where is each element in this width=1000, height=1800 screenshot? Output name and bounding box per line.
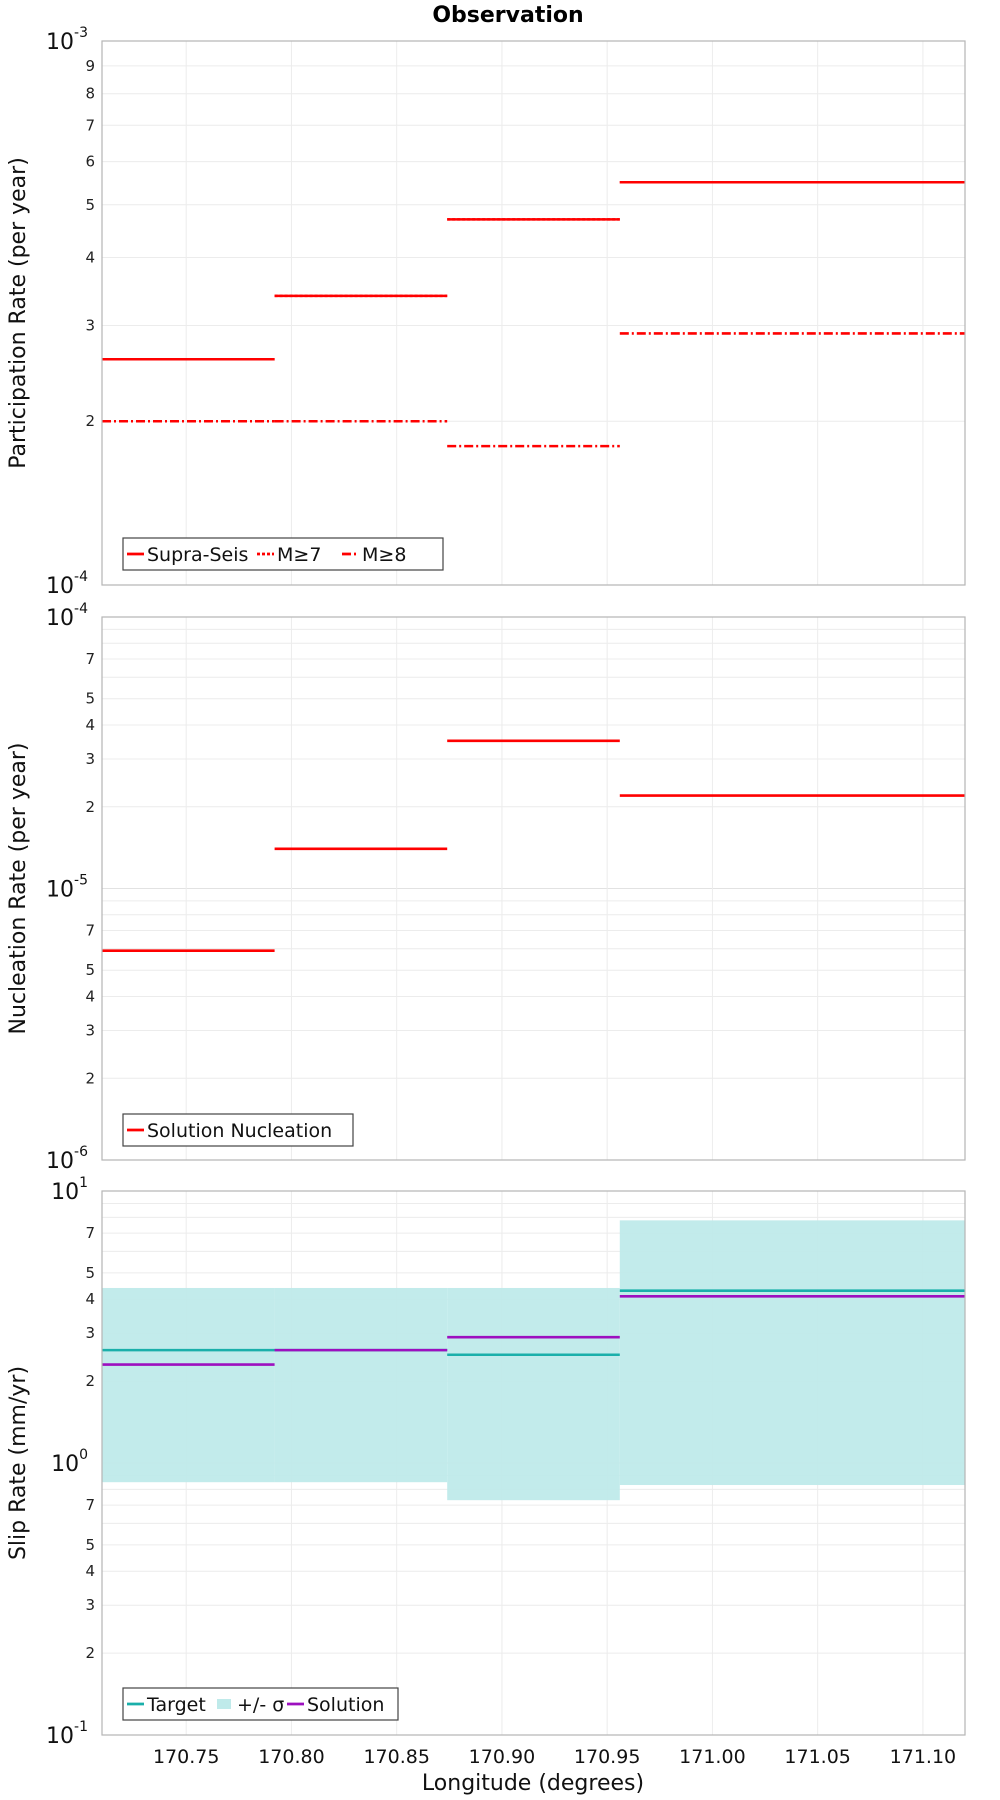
y-tick-label: 2 (85, 1644, 95, 1662)
x-tick-label: 171.05 (784, 1746, 850, 1768)
y-tick-label: 7 (85, 1224, 95, 1242)
legend-label: M≥7 (277, 544, 321, 566)
y-axis-title: Nucleation Rate (per year) (6, 743, 31, 1035)
panel-2: 2 3 4 5 7 2 3 4 5 7 10-6 10-5 10-4 Nucleation Rate (p… (6, 601, 966, 1174)
y-tick-label: 4 (85, 248, 95, 266)
y-tick-label: 7 (85, 116, 95, 134)
y-decade-label: 10-4 (46, 601, 88, 631)
x-tick-label: 170.80 (258, 1746, 324, 1768)
series-line-m-8 (102, 332, 965, 448)
x-axis-title: Longitude (degrees) (422, 1771, 644, 1796)
y-tick-label: 2 (85, 798, 95, 816)
series-- (102, 1220, 965, 1501)
y-decade-label: 100 (51, 1447, 88, 1477)
plot-frame (101, 616, 966, 1161)
y-decade-label: 101 (51, 1175, 88, 1205)
panel-3: 2 3 4 5 7 2 3 4 5 7 10-1 100 101 Slip Rate (mm/yr) Tar… (6, 1175, 966, 1749)
legend: Supra-Seis M≥7 M≥8 (122, 537, 444, 571)
legend-label: Supra-Seis (147, 544, 248, 566)
y-tick-label: 6 (85, 153, 95, 171)
y-tick-label: 5 (85, 196, 95, 214)
legend: Solution Nucleation (122, 1113, 354, 1147)
y-tick-label: 7 (85, 922, 95, 940)
x-tick-label: 170.85 (363, 1746, 429, 1768)
panel-1: 2 3 4 5 6 7 8 9 10-4 10-3 Participation Rate (per … (6, 25, 966, 599)
band-segment (102, 1287, 275, 1483)
y-tick-label: 5 (85, 1536, 95, 1554)
y-tick-label: 3 (85, 1021, 95, 1039)
plot-area (102, 41, 965, 585)
legend: Target +/- σ Solution (122, 1687, 399, 1721)
legend-box (122, 1113, 354, 1147)
x-tick-label: 170.75 (153, 1746, 219, 1768)
y-decade-label: 10-3 (46, 25, 88, 55)
y-tick-label: 8 (85, 85, 95, 103)
y-tick-label: 4 (85, 1562, 95, 1580)
series-line-m-7 (102, 180, 965, 361)
band-segment (619, 1220, 965, 1486)
y-tick-label: 9 (85, 57, 95, 75)
grid (102, 616, 965, 1161)
band-segment (274, 1287, 448, 1483)
y-decade-label: 10-6 (46, 1144, 88, 1174)
legend-label: Target (146, 1694, 206, 1716)
legend-swatch (217, 1699, 231, 1709)
x-tick-label: 170.95 (574, 1746, 640, 1768)
band-segment (447, 1287, 620, 1501)
y-tick-label: 2 (85, 412, 95, 430)
y-decade-label: 10-5 (46, 873, 88, 903)
legend-label: +/- σ (237, 1694, 284, 1716)
plot-frame (101, 40, 966, 586)
legend-box (122, 537, 444, 571)
x-tick-label: 171.00 (679, 1746, 745, 1768)
y-decade-label: 10-1 (46, 1719, 88, 1749)
x-axis: 170.75 170.80 170.85 170.90 170.95 171.00 171.… (153, 1746, 956, 1768)
x-tick-label: 170.90 (469, 1746, 535, 1768)
y-axis-title: Slip Rate (mm/yr) (6, 1366, 31, 1560)
y-tick-label: 4 (85, 716, 95, 734)
y-tick-label: 4 (85, 1290, 95, 1308)
y-tick-label: 2 (85, 1069, 95, 1087)
x-tick-label: 171.10 (890, 1746, 956, 1768)
plot-frame (101, 1190, 966, 1736)
y-tick-label: 3 (85, 1596, 95, 1614)
legend-box (122, 1687, 399, 1721)
y-tick-label: 5 (85, 961, 95, 979)
legend-label: Solution Nucleation (147, 1120, 332, 1142)
y-tick-label: 7 (85, 650, 95, 668)
y-tick-label: 3 (85, 750, 95, 768)
y-decade-label: 10-4 (46, 569, 88, 599)
figure-title: Observation (432, 3, 583, 28)
y-tick-label: 3 (85, 1324, 95, 1342)
series-line-solution (102, 1295, 965, 1366)
y-tick-label: 4 (85, 988, 95, 1006)
series-line-solution-nucleation (102, 739, 965, 953)
y-axis-title: Participation Rate (per year) (6, 157, 31, 469)
legend-label: Solution (307, 1694, 384, 1716)
y-tick-label: 3 (85, 316, 95, 334)
y-tick-label: 7 (85, 1496, 95, 1514)
y-tick-label: 5 (85, 690, 95, 708)
y-tick-label: 2 (85, 1372, 95, 1390)
y-tick-label: 5 (85, 1264, 95, 1282)
legend-label: M≥8 (362, 544, 406, 566)
